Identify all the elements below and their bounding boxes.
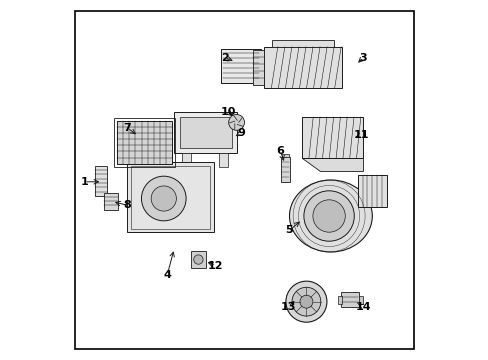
Ellipse shape (289, 180, 371, 252)
Bar (117, 121, 172, 164)
Bar (179, 117, 231, 148)
Bar (271, 40, 334, 47)
Bar (280, 157, 289, 182)
Text: 14: 14 (355, 302, 370, 312)
Text: 9: 9 (237, 128, 244, 138)
Bar (264, 47, 341, 88)
Bar (114, 118, 175, 167)
Bar (281, 154, 288, 157)
Circle shape (303, 191, 354, 241)
Circle shape (299, 295, 312, 308)
Bar (358, 296, 362, 304)
Circle shape (141, 176, 186, 221)
Text: 5: 5 (285, 225, 293, 235)
Bar (357, 175, 386, 207)
Bar (253, 50, 264, 85)
Bar (302, 117, 363, 158)
Text: 1: 1 (80, 177, 88, 187)
Bar (219, 153, 228, 167)
Bar (174, 112, 237, 153)
Bar (181, 153, 190, 167)
Text: 4: 4 (163, 270, 171, 280)
Bar (337, 296, 341, 304)
Text: 10: 10 (220, 107, 236, 117)
Circle shape (291, 287, 320, 316)
Circle shape (285, 281, 326, 322)
Text: 2: 2 (221, 53, 228, 63)
Text: 8: 8 (123, 200, 131, 210)
Bar (191, 251, 205, 268)
Bar (104, 193, 118, 210)
Text: 3: 3 (359, 53, 366, 63)
Text: 7: 7 (123, 123, 131, 133)
Circle shape (312, 200, 345, 232)
Circle shape (151, 186, 176, 211)
Text: 12: 12 (207, 261, 223, 271)
Bar (127, 162, 213, 232)
Text: 11: 11 (353, 130, 368, 140)
Text: 13: 13 (280, 302, 296, 312)
Polygon shape (302, 158, 363, 171)
Circle shape (193, 255, 203, 264)
Bar (131, 166, 210, 229)
Bar (221, 49, 260, 83)
Bar (95, 166, 106, 196)
Text: 6: 6 (276, 146, 284, 156)
Bar (340, 292, 358, 307)
Circle shape (228, 114, 244, 130)
